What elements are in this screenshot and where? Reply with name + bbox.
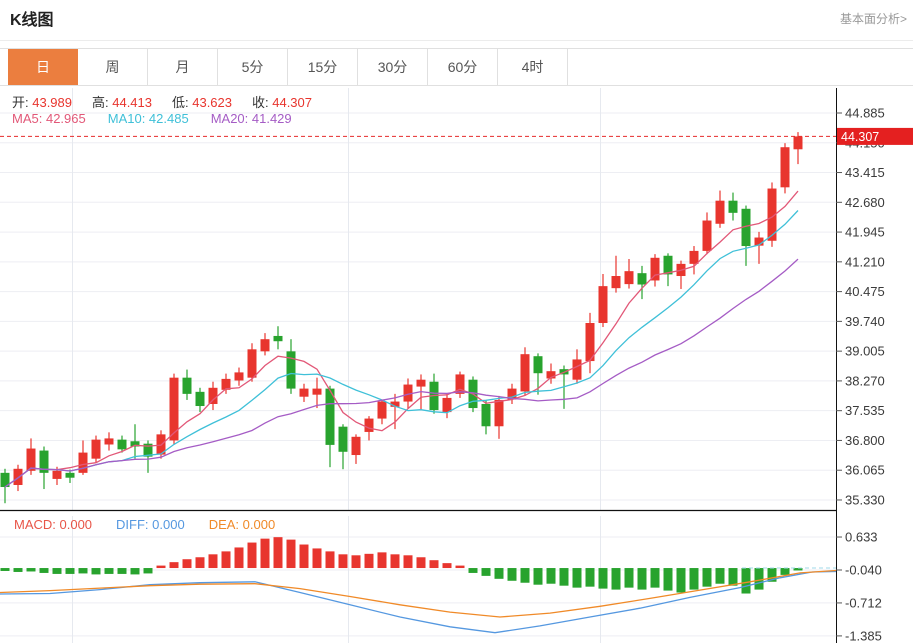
candlestick <box>299 383 309 402</box>
candlestick <box>195 387 205 413</box>
page-title: K线图 <box>10 12 54 29</box>
candlestick <box>130 424 140 459</box>
candlestick <box>351 434 361 464</box>
candlestick <box>507 383 517 404</box>
tab-week[interactable]: 周 <box>78 49 148 85</box>
tab-5min[interactable]: 5分 <box>218 49 288 85</box>
ma10-line <box>4 210 799 488</box>
candlestick <box>0 468 10 504</box>
svg-text:0.633: 0.633 <box>845 530 878 545</box>
candlestick <box>585 312 595 374</box>
svg-text:-1.385: -1.385 <box>845 628 882 643</box>
candlestick <box>325 385 335 468</box>
current-price-badge: 44.307 <box>837 127 913 145</box>
candlestick <box>247 343 257 382</box>
svg-text:35.330: 35.330 <box>845 492 885 507</box>
svg-text:-0.040: -0.040 <box>845 563 882 578</box>
candlestick <box>338 424 348 470</box>
candlestick <box>793 132 803 165</box>
candlestick <box>702 212 712 255</box>
header-divider <box>0 40 913 41</box>
candlestick <box>169 373 179 445</box>
candlestick <box>117 435 127 453</box>
candlestick <box>676 260 686 289</box>
svg-text:-0.712: -0.712 <box>845 595 882 610</box>
tab-month[interactable]: 月 <box>148 49 218 85</box>
candlestick <box>728 192 738 221</box>
tab-15min[interactable]: 15分 <box>288 49 358 85</box>
svg-text:39.005: 39.005 <box>845 344 885 359</box>
period-tabbar: 日周月 5分 15分 30分 60分 4时 <box>0 48 913 86</box>
svg-text:41.945: 41.945 <box>845 225 885 240</box>
candlestick <box>286 339 296 394</box>
candlestick <box>39 446 49 490</box>
candlestick <box>221 373 231 394</box>
tab-30min[interactable]: 30分 <box>358 49 428 85</box>
price-axis-labels: 44.88544.15043.41542.68041.94541.21040.4… <box>836 106 885 643</box>
svg-text:44.885: 44.885 <box>845 106 885 121</box>
candlesticks <box>0 132 803 504</box>
candlestick <box>442 393 452 419</box>
candlestick <box>780 143 790 194</box>
diff-line <box>0 570 837 634</box>
svg-text:40.475: 40.475 <box>845 284 885 299</box>
candlestick <box>520 347 530 396</box>
macd-histogram <box>0 537 803 594</box>
candlestick <box>637 265 647 300</box>
fundamental-analysis-link[interactable]: 基本面分析> <box>839 12 907 26</box>
svg-text:44.307: 44.307 <box>841 130 879 144</box>
candlestick <box>208 381 218 411</box>
candlestick <box>455 371 465 398</box>
svg-text:36.800: 36.800 <box>845 433 885 448</box>
candlestick <box>663 253 673 287</box>
candlestick <box>260 333 270 356</box>
svg-text:37.535: 37.535 <box>845 403 885 418</box>
tab-4hour[interactable]: 4时 <box>498 49 568 85</box>
candlestick <box>767 182 777 247</box>
candlestick <box>65 469 75 483</box>
candlestick <box>689 246 699 275</box>
svg-text:41.210: 41.210 <box>845 254 885 269</box>
tab-60min[interactable]: 60分 <box>428 49 498 85</box>
candlestick <box>78 440 88 475</box>
candlestick <box>611 255 621 293</box>
candlestick <box>494 395 504 439</box>
candlestick <box>390 393 400 430</box>
candlestick <box>650 254 660 287</box>
svg-text:43.415: 43.415 <box>845 165 885 180</box>
tab-day[interactable]: 日 <box>8 49 78 85</box>
candlestick <box>546 363 556 384</box>
candlestick <box>741 205 751 266</box>
dea-line <box>0 569 837 618</box>
svg-text:42.680: 42.680 <box>845 195 885 210</box>
candlestick <box>26 438 36 475</box>
svg-text:39.740: 39.740 <box>845 314 885 329</box>
candlestick <box>403 378 413 409</box>
candlestick <box>377 399 387 425</box>
candlestick <box>715 190 725 228</box>
candlestick <box>182 369 192 400</box>
candlestick <box>234 367 244 386</box>
ma20-line <box>4 258 799 488</box>
candlestick <box>624 259 634 289</box>
ma5-line <box>4 190 799 488</box>
candlestick <box>754 231 764 264</box>
candlestick <box>104 432 114 451</box>
candlestick <box>91 435 101 463</box>
candlestick <box>598 273 608 328</box>
candlestick <box>312 377 322 409</box>
candlestick <box>273 326 283 350</box>
svg-text:38.270: 38.270 <box>845 373 885 388</box>
svg-text:36.065: 36.065 <box>845 463 885 478</box>
candlestick <box>481 399 491 435</box>
